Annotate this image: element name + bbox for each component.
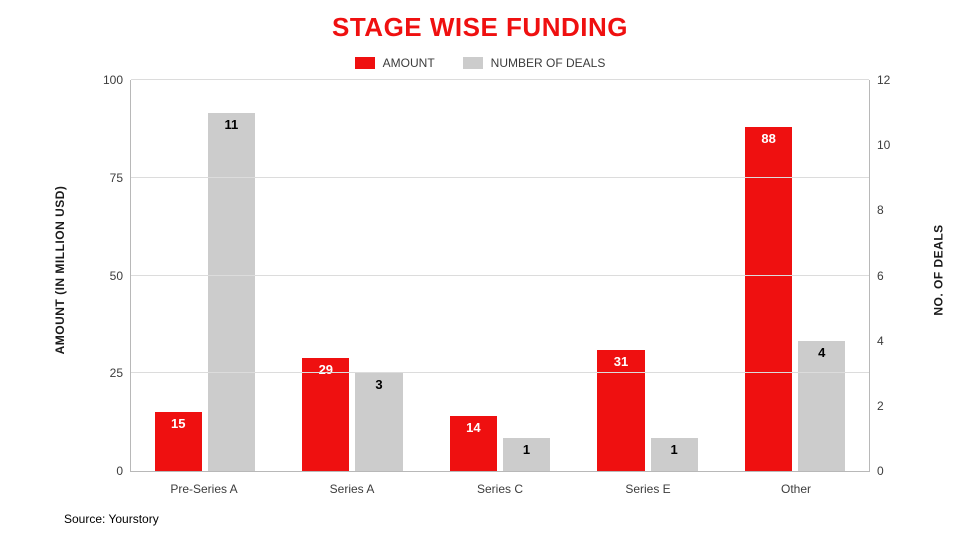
bar-amount-value: 29 — [302, 362, 349, 377]
legend: AMOUNT NUMBER OF DEALS — [0, 56, 960, 70]
ytick-left: 25 — [93, 366, 123, 380]
legend-swatch — [355, 57, 375, 69]
bar-deals-value: 4 — [798, 345, 845, 360]
bar-deals: 1 — [651, 438, 698, 471]
plot-area: 1511293141311884 0255075100024681012 — [130, 80, 870, 472]
y-axis-right-label: NO. OF DEALS — [931, 224, 945, 315]
bar-deals: 1 — [503, 438, 550, 471]
legend-label: AMOUNT — [383, 56, 435, 70]
bar-group: 1511 — [131, 80, 279, 471]
bar-amount: 14 — [450, 416, 497, 471]
legend-item: NUMBER OF DEALS — [463, 56, 606, 70]
bar-deals-value: 3 — [355, 377, 402, 392]
bar-amount: 31 — [597, 350, 644, 471]
category-label: Pre-Series A — [130, 482, 278, 496]
bar-amount-value: 88 — [745, 131, 792, 146]
bar-deals: 3 — [355, 373, 402, 471]
ytick-right: 6 — [877, 269, 901, 283]
bar-deals-value: 11 — [208, 117, 255, 132]
bar-amount: 15 — [155, 412, 202, 471]
bar-deals: 11 — [208, 113, 255, 471]
ytick-right: 2 — [877, 399, 901, 413]
ytick-right: 8 — [877, 203, 901, 217]
legend-item: AMOUNT — [355, 56, 435, 70]
category-label: Series C — [426, 482, 574, 496]
chart-title: STAGE WISE FUNDING — [0, 12, 960, 43]
legend-swatch — [463, 57, 483, 69]
gridline — [131, 79, 869, 80]
bar-groups: 1511293141311884 — [131, 80, 869, 471]
bar-deals: 4 — [798, 341, 845, 471]
category-label: Other — [722, 482, 870, 496]
legend-label: NUMBER OF DEALS — [491, 56, 606, 70]
bar-group: 14 1 — [426, 80, 574, 471]
ytick-right: 4 — [877, 334, 901, 348]
ytick-left: 0 — [93, 464, 123, 478]
bar-amount-value: 15 — [155, 416, 202, 431]
bar-group: 31 1 — [574, 80, 722, 471]
bar-group: 29 3 — [279, 80, 427, 471]
ytick-left: 50 — [93, 269, 123, 283]
ytick-right: 0 — [877, 464, 901, 478]
gridline — [131, 275, 869, 276]
ytick-right: 12 — [877, 73, 901, 87]
y-axis-left-label: AMOUNT (IN MILLION USD) — [53, 186, 67, 355]
bar-deals-value: 1 — [651, 442, 698, 457]
gridline — [131, 177, 869, 178]
bar-amount-value: 31 — [597, 354, 644, 369]
ytick-left: 100 — [93, 73, 123, 87]
bar-amount: 88 — [745, 127, 792, 471]
bar-deals-value: 1 — [503, 442, 550, 457]
source-text: Source: Yourstory — [64, 512, 159, 526]
ytick-right: 10 — [877, 138, 901, 152]
category-label: Series E — [574, 482, 722, 496]
ytick-left: 75 — [93, 171, 123, 185]
category-axis: Pre-Series ASeries ASeries CSeries EOthe… — [130, 482, 870, 496]
category-label: Series A — [278, 482, 426, 496]
gridline — [131, 372, 869, 373]
bar-group: 88 4 — [721, 80, 869, 471]
chart-frame: STAGE WISE FUNDING AMOUNT NUMBER OF DEALS… — [0, 0, 960, 540]
bar-amount: 29 — [302, 358, 349, 471]
bar-amount-value: 14 — [450, 420, 497, 435]
